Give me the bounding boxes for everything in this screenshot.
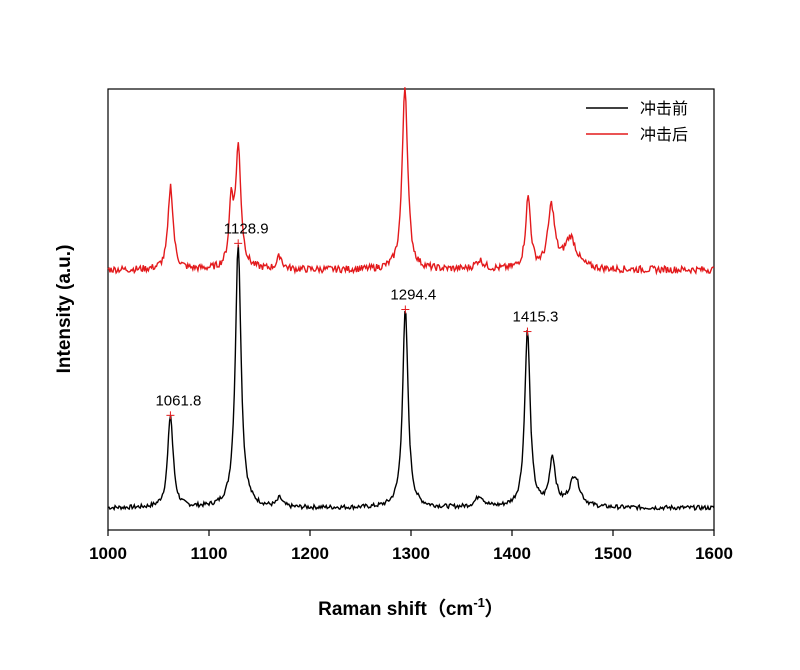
x-tick-label: 1100 <box>191 544 228 563</box>
x-tick-label: 1400 <box>493 544 531 563</box>
y-axis-title: Intensity (a.u.) <box>54 245 75 374</box>
series-layer <box>107 87 715 512</box>
x-tick-label: 1300 <box>392 544 430 563</box>
legend-item-before: 冲击前 <box>586 99 688 118</box>
legend: 冲击前 冲击后 <box>586 99 688 144</box>
peak-annotation: 1061.8 <box>155 392 201 420</box>
x-tick-label: 1200 <box>291 544 329 563</box>
x-axis-title-main: Raman shift（cm <box>318 597 473 620</box>
peak-label: 1128.9 <box>224 220 269 237</box>
peak-label: 1294.4 <box>390 287 436 304</box>
peak-annotations: 1061.8 1128.9 1294.4 1415.3 <box>155 220 559 420</box>
series-line-after <box>107 87 715 276</box>
series-line-before <box>107 244 715 512</box>
x-axis-title: Raman shift（cm-1） <box>318 595 504 620</box>
peak-annotation: 1128.9 <box>224 220 269 248</box>
x-axis-title-close: ） <box>485 597 504 620</box>
peak-annotation: 1294.4 <box>390 287 436 314</box>
x-axis-title-sup: -1 <box>473 595 485 610</box>
legend-item-after: 冲击后 <box>586 125 688 144</box>
peak-annotation: 1415.3 <box>513 309 559 336</box>
x-tick-label: 1600 <box>695 544 733 563</box>
peak-label: 1415.3 <box>513 309 559 326</box>
x-axis: 1000 1100 1200 1300 1400 1500 1600 <box>89 530 733 563</box>
x-tick-label: 1000 <box>89 544 127 563</box>
legend-label-before: 冲击前 <box>640 99 688 118</box>
peak-label: 1061.8 <box>155 392 201 409</box>
x-tick-label: 1500 <box>594 544 632 563</box>
legend-label-after: 冲击后 <box>640 125 688 144</box>
